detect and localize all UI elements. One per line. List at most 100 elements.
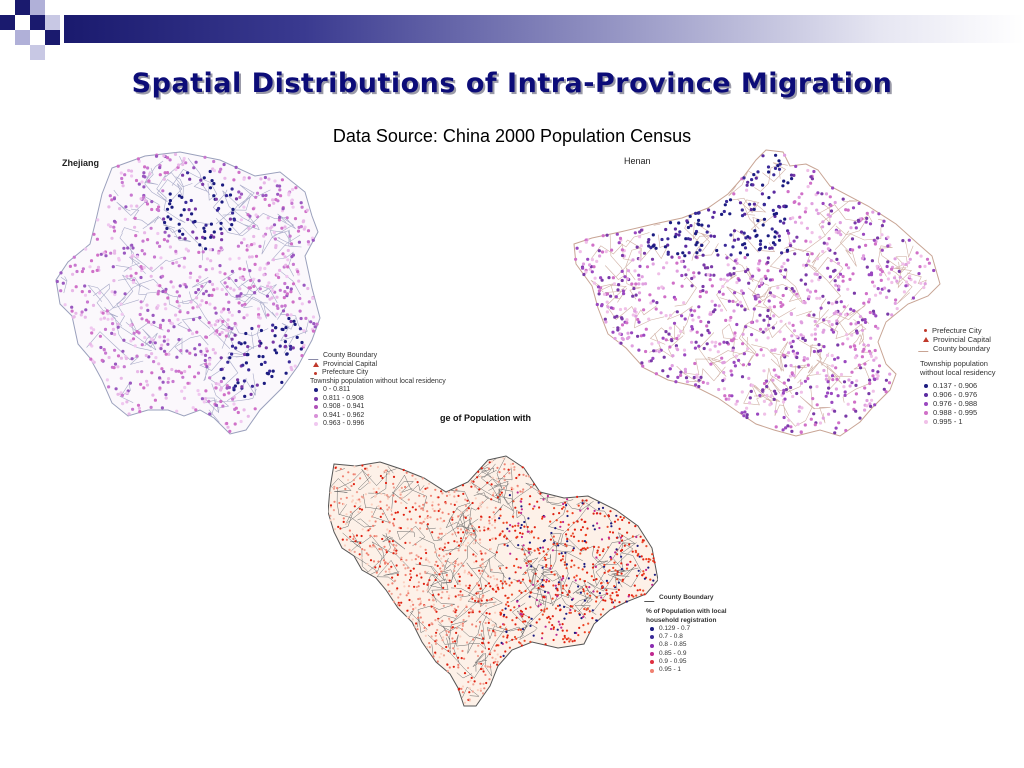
township-dot xyxy=(441,591,444,594)
township-dot xyxy=(212,194,216,198)
township-dot xyxy=(289,242,294,246)
township-dot xyxy=(491,587,494,590)
township-dot xyxy=(760,281,764,285)
township-dot xyxy=(194,160,198,164)
township-dot xyxy=(102,347,106,352)
township-dot xyxy=(208,362,212,366)
township-dot xyxy=(697,305,701,309)
dot-icon xyxy=(924,383,928,388)
township-dot xyxy=(808,290,812,294)
township-dot xyxy=(520,613,523,616)
township-dot xyxy=(252,284,256,288)
township-dot xyxy=(524,607,527,610)
township-dot xyxy=(207,293,211,297)
township-dot xyxy=(791,394,795,399)
township-dot xyxy=(585,499,588,502)
township-dot xyxy=(426,582,430,585)
township-dot xyxy=(405,559,408,562)
township-dot xyxy=(478,488,481,491)
township-dot xyxy=(636,589,639,592)
township-dot xyxy=(597,249,601,253)
township-dot xyxy=(835,300,839,304)
township-dot xyxy=(620,568,623,571)
county-boundary xyxy=(575,586,599,604)
township-dot xyxy=(440,596,443,599)
township-dot xyxy=(222,376,226,380)
township-dot xyxy=(121,349,125,353)
township-dot xyxy=(263,266,267,271)
township-dot xyxy=(495,477,499,480)
township-dot xyxy=(392,475,396,478)
township-dot xyxy=(616,326,620,330)
township-dot xyxy=(858,416,862,420)
township-dot xyxy=(410,576,413,579)
township-dot xyxy=(527,616,531,619)
township-dot xyxy=(513,466,516,469)
township-dot xyxy=(178,284,182,288)
township-dot xyxy=(864,220,868,224)
township-dot xyxy=(848,345,853,349)
township-dot xyxy=(561,575,565,578)
township-dot xyxy=(167,318,171,323)
township-dot xyxy=(298,327,302,331)
township-dot xyxy=(614,295,618,299)
township-dot xyxy=(182,159,186,163)
township-dot xyxy=(492,511,495,514)
township-dot xyxy=(199,178,203,182)
township-dot xyxy=(868,381,872,386)
township-dot xyxy=(428,623,431,626)
township-dot xyxy=(797,365,801,369)
township-dot xyxy=(581,266,585,270)
township-dot xyxy=(161,189,165,193)
legend-class: 0.906 - 0.976 xyxy=(920,390,995,399)
township-dot xyxy=(139,382,143,386)
township-dot xyxy=(168,202,172,206)
township-dot xyxy=(384,470,387,473)
township-dot xyxy=(503,613,506,616)
township-dot xyxy=(841,274,845,279)
township-dot xyxy=(87,289,92,294)
county-boundary xyxy=(168,335,209,355)
township-dot xyxy=(822,328,826,332)
township-dot xyxy=(505,537,508,540)
township-dot xyxy=(733,259,737,263)
township-dot xyxy=(611,591,614,595)
township-dot xyxy=(63,303,67,307)
township-dot xyxy=(620,317,624,321)
township-dot xyxy=(263,197,267,201)
township-dot xyxy=(876,287,880,291)
township-dot xyxy=(198,243,202,247)
township-dot xyxy=(771,378,775,382)
township-dot xyxy=(803,282,808,286)
township-dot xyxy=(732,192,736,196)
township-dot xyxy=(458,575,461,578)
township-dot xyxy=(424,634,427,637)
township-dot xyxy=(768,291,772,295)
county-boundary xyxy=(171,169,218,201)
township-dot xyxy=(668,313,673,317)
township-dot xyxy=(487,582,491,585)
township-dot xyxy=(425,527,429,531)
township-dot xyxy=(504,594,507,597)
township-dot xyxy=(677,221,681,225)
township-dot xyxy=(793,252,797,256)
township-dot xyxy=(278,288,282,292)
township-dot xyxy=(499,625,502,628)
township-dot xyxy=(895,307,899,311)
township-dot xyxy=(725,256,729,260)
township-dot xyxy=(637,277,641,281)
county-boundary xyxy=(370,541,410,575)
county-boundary xyxy=(721,323,744,367)
township-dot xyxy=(719,308,724,312)
township-dot xyxy=(702,263,706,267)
township-dot xyxy=(874,314,878,318)
township-dot xyxy=(441,492,444,495)
township-dot xyxy=(164,352,168,356)
township-dot xyxy=(439,527,442,530)
township-dot xyxy=(511,638,514,641)
township-dot xyxy=(186,217,190,222)
county-boundary xyxy=(818,200,858,236)
township-dot xyxy=(925,257,930,261)
township-dot xyxy=(151,313,155,317)
township-dot xyxy=(758,393,762,398)
